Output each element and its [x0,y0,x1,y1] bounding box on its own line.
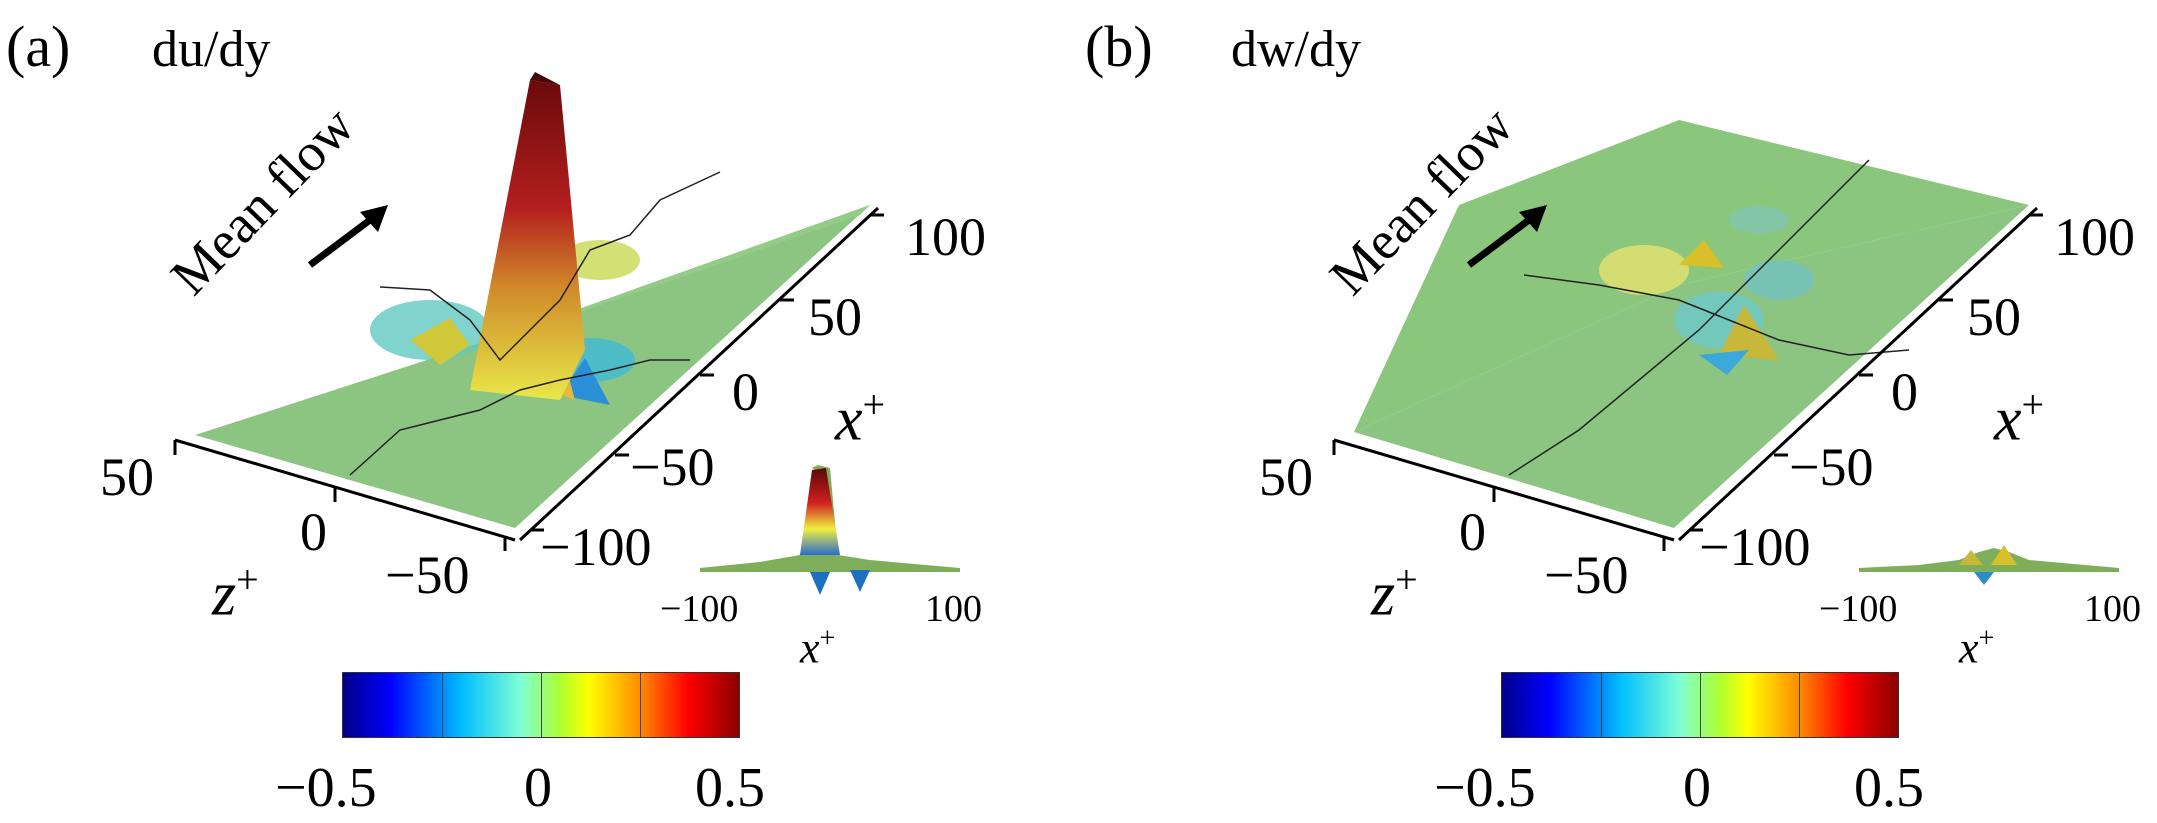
x-tick: 50 [1967,287,2021,347]
surface-floor [1354,205,2029,528]
colorbar-tick: 0 [524,757,552,819]
z-tick: −50 [1544,545,1629,605]
x-tick: 50 [808,287,862,347]
z-axis-label: z+ [212,557,259,629]
inset-tick: −100 [1819,588,1898,630]
inset-tick: 100 [925,588,982,630]
z-tick: 0 [1459,502,1486,562]
x-tick: −50 [630,437,715,497]
panel-title: du/dy [152,21,271,78]
panel-b: (b) dw/dy Mean flow 100 50 0 −50 −100 x+… [1079,0,2157,823]
x-axis-label: x+ [835,382,886,454]
colorbar-tick: 0 [1683,757,1711,819]
peak-a [470,80,585,400]
z-axis-label: z+ [1371,557,1418,629]
inset-tick: −100 [660,588,739,630]
z-tick: 50 [100,447,154,507]
x-tick: 100 [2054,207,2135,267]
inset-profile-b [1859,548,2119,572]
x-tick: −50 [1789,437,1874,497]
z-tick: 50 [1259,447,1313,507]
inset-axis-label: x+ [1959,623,1995,673]
colorbar-tick: −0.5 [1434,757,1536,819]
surface-plot-b [1332,120,2119,585]
panel-label: (a) [6,14,71,79]
panel-label: (b) [1085,14,1153,79]
inset-axis-label: x+ [800,623,836,673]
x-tick: −100 [540,517,652,577]
inset-tick: 100 [2084,588,2141,630]
x-tick: 0 [1891,362,1918,422]
x-axis-label: x+ [1994,382,2045,454]
x-tick: 100 [905,207,986,267]
colorbar-tick: 0.5 [1854,757,1924,819]
z-tick: −50 [385,545,470,605]
panel-a: (a) du/dy Mean flow 100 50 0 −50 −100 x+… [0,0,1078,823]
colorbar [1501,672,1899,738]
z-tick: 0 [300,502,327,562]
colorbar [342,672,740,738]
colorbar-tick: 0.5 [695,757,765,819]
x-tick: 0 [732,362,759,422]
colorbar-tick: −0.5 [275,757,377,819]
panel-title: dw/dy [1231,21,1361,78]
surface-plot-a [173,72,960,595]
x-tick: −100 [1699,517,1811,577]
